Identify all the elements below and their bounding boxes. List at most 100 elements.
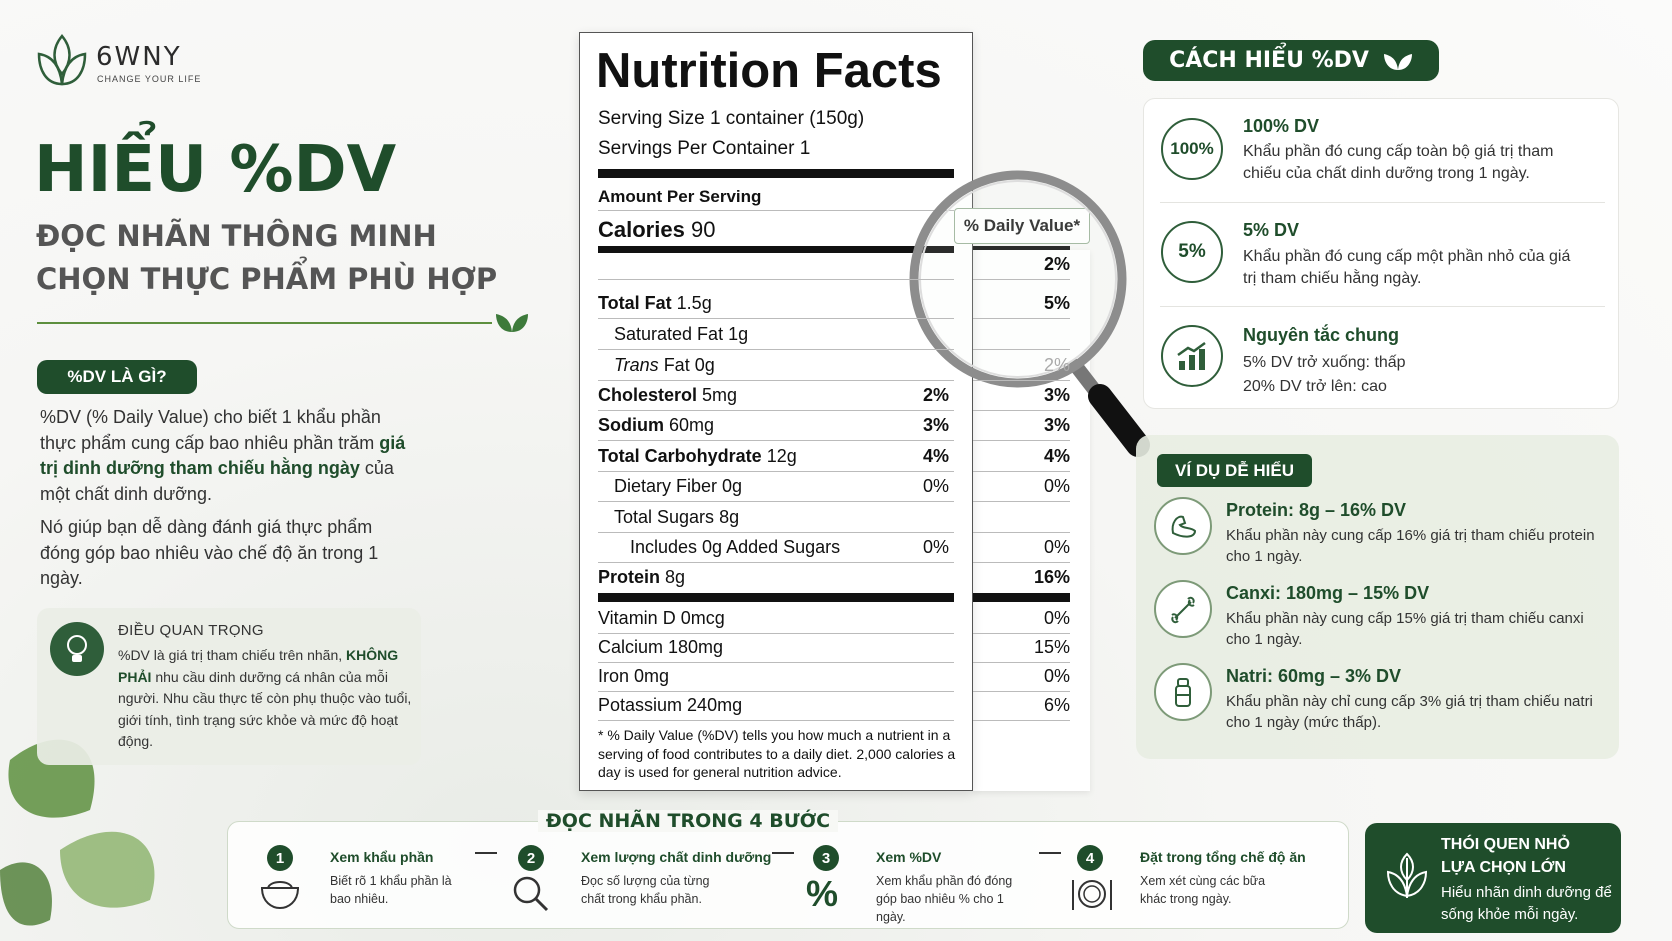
nutrition-label: [579, 32, 973, 791]
brand-tagline: CHANGE YOUR LIFE: [97, 74, 202, 84]
vitamin-name: Calcium: [598, 637, 664, 657]
card-line: 5% DV trở xuống: thấp: [1243, 354, 1406, 371]
separator: [598, 410, 954, 411]
example-desc: Khẩu phần này cung cấp 16% giá trị tham …: [1226, 527, 1595, 565]
zoom-column: [973, 250, 1090, 791]
step-title: Xem lượng chất dinh dưỡng: [581, 849, 772, 865]
dv-zoom: 16%: [1033, 567, 1070, 587]
step-number: 1: [267, 845, 293, 871]
dv-zoom: 2%: [1043, 355, 1070, 375]
nutrient-name: Sodium: [598, 415, 664, 435]
nutrient: Includes 0g Added Sugars: [630, 535, 845, 559]
nutrient-name: Includes 0g Added Sugars: [630, 537, 841, 557]
nutrient-amount: 8g: [665, 567, 686, 587]
divider: [37, 322, 492, 324]
text: của một chất dinh dưỡng.: [40, 458, 394, 504]
habit-desc: Hiểu nhãn dinh dưỡng để sống khỏe mỗi ng…: [1441, 884, 1612, 923]
vitamin: Potassium 240mg: [598, 693, 742, 717]
separator: [973, 633, 1070, 634]
separator: [1160, 306, 1605, 307]
nutrient-amount: 0g: [694, 355, 715, 375]
separator: [973, 532, 1070, 533]
separator: [598, 501, 954, 502]
nutrient: Saturated Fat 1g: [614, 322, 748, 346]
step-title: Xem khẩu phần: [330, 849, 434, 865]
step-title: Xem %DV: [876, 849, 942, 865]
separator: [598, 532, 954, 533]
important-text: %DV là giá trị tham chiếu trên nhãn, KHÔ…: [118, 645, 418, 753]
serving-size: Serving Size 1 container (150g): [598, 108, 865, 129]
habit-line: THÓI QUEN NHỎ: [1441, 836, 1570, 853]
vitamin-name: Potassium: [598, 695, 683, 715]
label-footnote: * % Daily Value (%DV) tells you how much…: [598, 727, 956, 780]
dv-zoom: 3%: [1043, 385, 1070, 405]
nutrient-amount: 5mg: [702, 385, 738, 405]
card-icon: 100%: [1161, 118, 1223, 180]
step-desc: Xem khẩu phần đó đóng góp bao nhiêu % ch…: [876, 874, 1013, 924]
example-desc: Khẩu phần này chỉ cung cấp 3% giá trị th…: [1226, 693, 1593, 731]
dv-zoom: 0%: [1043, 608, 1070, 628]
dv: 2%: [922, 385, 949, 405]
separator: [973, 691, 1070, 692]
step-number: 2: [518, 845, 544, 871]
step-arrow: [475, 852, 497, 854]
nutrient-amount: 0g: [722, 476, 743, 496]
leaf: [1383, 53, 1412, 70]
nutrient-amount: 12g: [766, 446, 797, 466]
steps-header: ĐỌC NHÃN TRONG 4 BƯỚC: [538, 810, 838, 832]
highlight: KHÔNG PHẢI: [118, 647, 399, 685]
separator: [973, 349, 1070, 350]
dv-zoom: 5%: [1043, 293, 1070, 313]
nutrient-name: Total Fat: [598, 293, 672, 313]
separator: [598, 318, 954, 319]
separator: [973, 279, 1070, 280]
nutrient-name: Cholesterol: [598, 385, 698, 405]
text: %DV là giá trị tham chiếu trên nhãn,: [118, 647, 347, 663]
label-title: Nutrition Facts: [596, 44, 942, 98]
icon: [1175, 678, 1191, 707]
dv-zoom: 6%: [1043, 695, 1070, 715]
dv-zoom: 2%: [1043, 254, 1070, 274]
card-line: 20% DV trở lên: cao: [1243, 378, 1387, 395]
card-title: Nguyên tắc chung: [1243, 325, 1400, 345]
thick-bar: [973, 593, 1070, 602]
nutrient-amount: 8g: [719, 507, 740, 527]
brand-name: 6WNY: [96, 42, 182, 72]
example-desc: Khẩu phần này cung cấp 15% giá trị tham …: [1226, 610, 1584, 648]
header-text: CÁCH HIỂU %DV: [1169, 48, 1369, 73]
card-icon: [1161, 325, 1223, 387]
hero-subtitle-2: CHỌN THỰC PHẨM PHÙ HỢP: [36, 262, 498, 296]
step-title: Đặt trong tổng chế độ ăn: [1140, 849, 1306, 865]
step-icon: %: [806, 873, 839, 914]
vitamin: Iron 0mg: [598, 664, 669, 688]
separator: [973, 720, 1070, 721]
icon: [1171, 596, 1195, 624]
vitamin: Calcium 180mg: [598, 635, 723, 659]
separator: [1160, 202, 1605, 203]
examples-header: VÍ DỤ DỄ HIỂU: [1157, 454, 1312, 487]
card-icon: 5%: [1161, 221, 1223, 283]
card-title: 100% DV: [1243, 116, 1320, 136]
separator: [973, 410, 1070, 411]
nutrient-name: Total Carbohydrate: [598, 446, 762, 466]
separator: [598, 380, 954, 381]
dv-zoom: 3%: [1043, 415, 1070, 435]
what-is-badge: %DV LÀ GÌ?: [37, 360, 197, 394]
text: %DV (% Daily Value) cho biết 1 khẩu phần…: [40, 407, 381, 453]
thick-bar: [598, 246, 954, 253]
step-icon: [509, 872, 557, 921]
nutrient: Total Fat 1.5g: [598, 291, 712, 315]
step-arrow: [1039, 852, 1061, 854]
icon: [1072, 880, 1112, 910]
important-title: ĐIỀU QUAN TRỌNG: [118, 622, 264, 639]
step-arrow: [772, 852, 794, 854]
nutrient: Total Carbohydrate 12g: [598, 444, 797, 468]
text: nhu cầu dinh dưỡng cá nhân của mỗi người…: [118, 668, 412, 750]
calories-row: Calories 90: [598, 217, 715, 243]
hero-title: HIỂU %DV: [34, 133, 397, 207]
separator: [598, 633, 954, 634]
step-desc: Xem xét cùng các bữa khác trong ngày.: [1140, 874, 1266, 906]
card-desc: Khẩu phần đó cung cấp toàn bộ giá trị th…: [1243, 143, 1554, 182]
steps-box: [227, 821, 1349, 929]
